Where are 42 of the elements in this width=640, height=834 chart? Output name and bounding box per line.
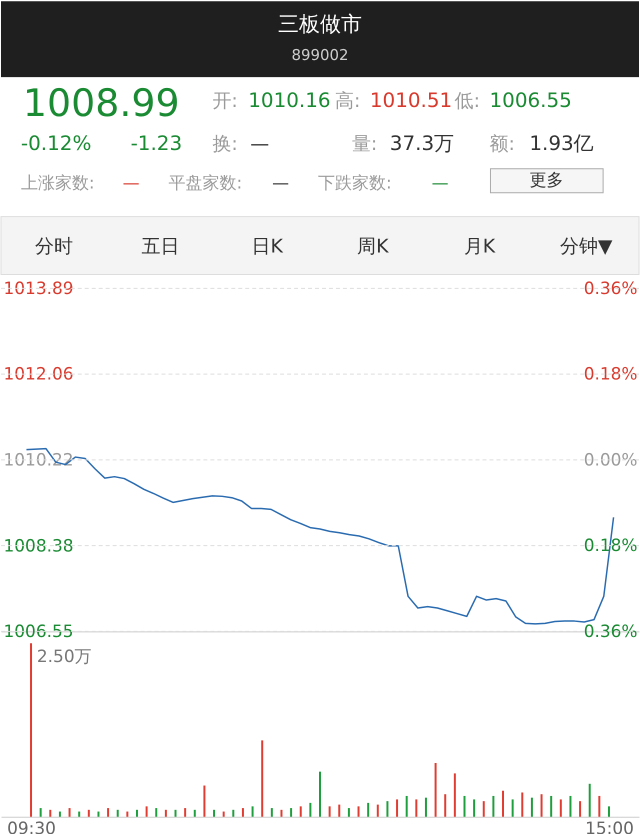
text: 下跌家数: [318,172,392,193]
x-tick-label: 09:30 [7,818,56,834]
text: 换: [212,132,238,155]
text: — [432,172,449,193]
annotation: 2.50万 [36,646,92,666]
text: 1008.99 [22,80,180,125]
text: 开: [212,90,238,112]
y-tick-label: 1008.38 [3,535,74,556]
text: 月K [464,236,496,258]
text: 1.93亿 [529,132,594,155]
y-tick-label: 1006.55 [3,620,74,641]
text: 三板做市 [278,12,362,36]
y-tick-label: 1012.06 [3,363,74,384]
text: 日K [251,236,284,258]
y2-tick-label: 0.36% [584,620,638,641]
text: -1.23 [130,132,182,155]
text: — [250,132,270,155]
y2-tick-label: 0.36% [584,278,638,298]
text: 额: [489,132,515,155]
text: 平盘家数: [168,172,242,193]
y2-tick-label: 0.18% [584,535,638,556]
text: 899002 [291,46,349,64]
text: 更多 [529,170,564,190]
text: 1010.51 [370,88,452,112]
y2-tick-label: 0.00% [584,449,638,470]
text: 上涨家数: [20,172,95,193]
text: — [122,172,140,193]
text: 分时 [34,236,73,258]
text: 高: [334,90,360,112]
text: 1006.55 [489,88,572,112]
y2-tick-label: 0.18% [584,364,638,384]
y-tick-label: 1013.89 [3,278,74,298]
text: 量: [352,132,378,155]
text: 周K [357,236,390,258]
text: 分钟▼ [560,236,613,258]
text: — [272,172,290,193]
text: 1010.16 [248,88,331,112]
text: 五日 [142,236,180,258]
x-tick-label: 15:00 [585,818,634,834]
text: -0.12% [20,132,92,155]
text: 低: [454,90,480,112]
text: 37.3万 [390,132,454,155]
